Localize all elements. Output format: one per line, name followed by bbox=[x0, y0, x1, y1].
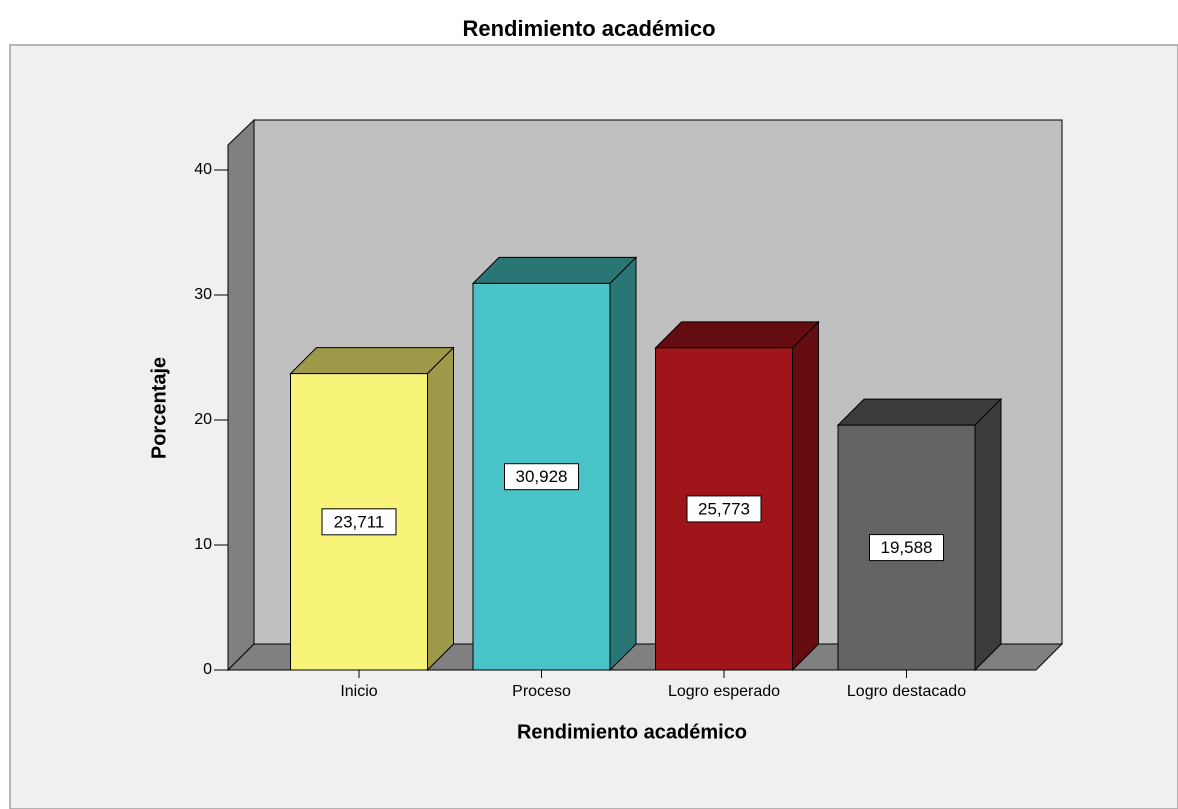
x-tick-label: Logro destacado bbox=[847, 683, 966, 700]
bar-side bbox=[974, 397, 1002, 672]
bar-top bbox=[289, 347, 455, 375]
bar-side bbox=[427, 346, 454, 672]
left-wall bbox=[227, 118, 255, 672]
value-label-box bbox=[869, 534, 944, 562]
value-label-box bbox=[504, 463, 579, 491]
x-tick-label: Inicio bbox=[340, 683, 377, 700]
value-label: 30,928 bbox=[516, 467, 568, 486]
y-tick-label: 20 bbox=[194, 411, 212, 428]
y-tick-label: 40 bbox=[194, 161, 212, 178]
bar-side bbox=[792, 320, 819, 672]
y-tick-label: 10 bbox=[194, 536, 212, 553]
value-label-box bbox=[686, 495, 762, 523]
value-label: 23,711 bbox=[334, 512, 385, 531]
x-axis-title: Rendimiento académico bbox=[517, 721, 747, 743]
chart-title: Rendimiento académico bbox=[462, 16, 715, 41]
y-axis-title: Porcentaje bbox=[148, 357, 170, 459]
bar-top bbox=[836, 398, 1003, 426]
value-label-box bbox=[321, 508, 397, 536]
bar-top bbox=[654, 321, 820, 349]
x-tick-label: Proceso bbox=[512, 683, 571, 700]
y-tick-label: 30 bbox=[194, 286, 212, 303]
x-tick-label: Logro esperado bbox=[668, 683, 780, 700]
bar-top bbox=[471, 256, 638, 284]
y-tick-label: 0 bbox=[203, 661, 212, 678]
value-label: 19,588 bbox=[881, 538, 933, 557]
bar-side bbox=[609, 256, 637, 672]
value-label: 25,773 bbox=[698, 499, 750, 518]
